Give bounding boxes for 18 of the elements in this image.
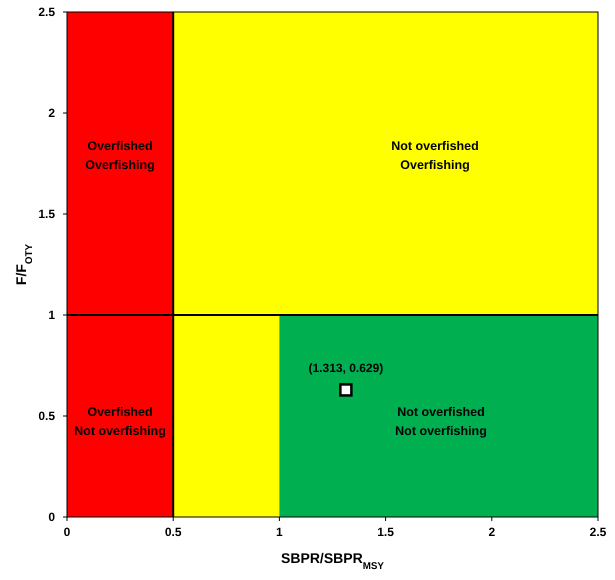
x-tick-label: 0.5 bbox=[164, 525, 182, 539]
x-tick-label: 2 bbox=[488, 525, 496, 539]
annotation: Not overfished Overfishing bbox=[391, 139, 479, 172]
y-tick-label: 0.5 bbox=[38, 409, 56, 423]
annotation: Overfished Overfishing bbox=[85, 139, 155, 172]
y-tick-label: 1 bbox=[48, 308, 56, 322]
y-tick-label: 0 bbox=[48, 510, 56, 524]
x-tick-label: 2.5 bbox=[590, 525, 607, 539]
y-tick-label: 2 bbox=[48, 106, 56, 120]
x-tick-label: 0 bbox=[64, 525, 71, 539]
y-tick-label: 1.5 bbox=[38, 207, 56, 221]
x-axis-title: SBPR/SBPR$_{MSY}$ bbox=[281, 550, 384, 572]
x-tick-label: 1 bbox=[276, 525, 284, 539]
x-tick-label: 1.5 bbox=[377, 525, 394, 539]
annotation: Not overfished Not overfishing bbox=[395, 405, 487, 438]
annotation: (1.313, 0.629) bbox=[308, 360, 384, 375]
annotation: Overfished Not overfishing bbox=[74, 405, 166, 438]
y-tick-label: 2.5 bbox=[38, 5, 56, 19]
